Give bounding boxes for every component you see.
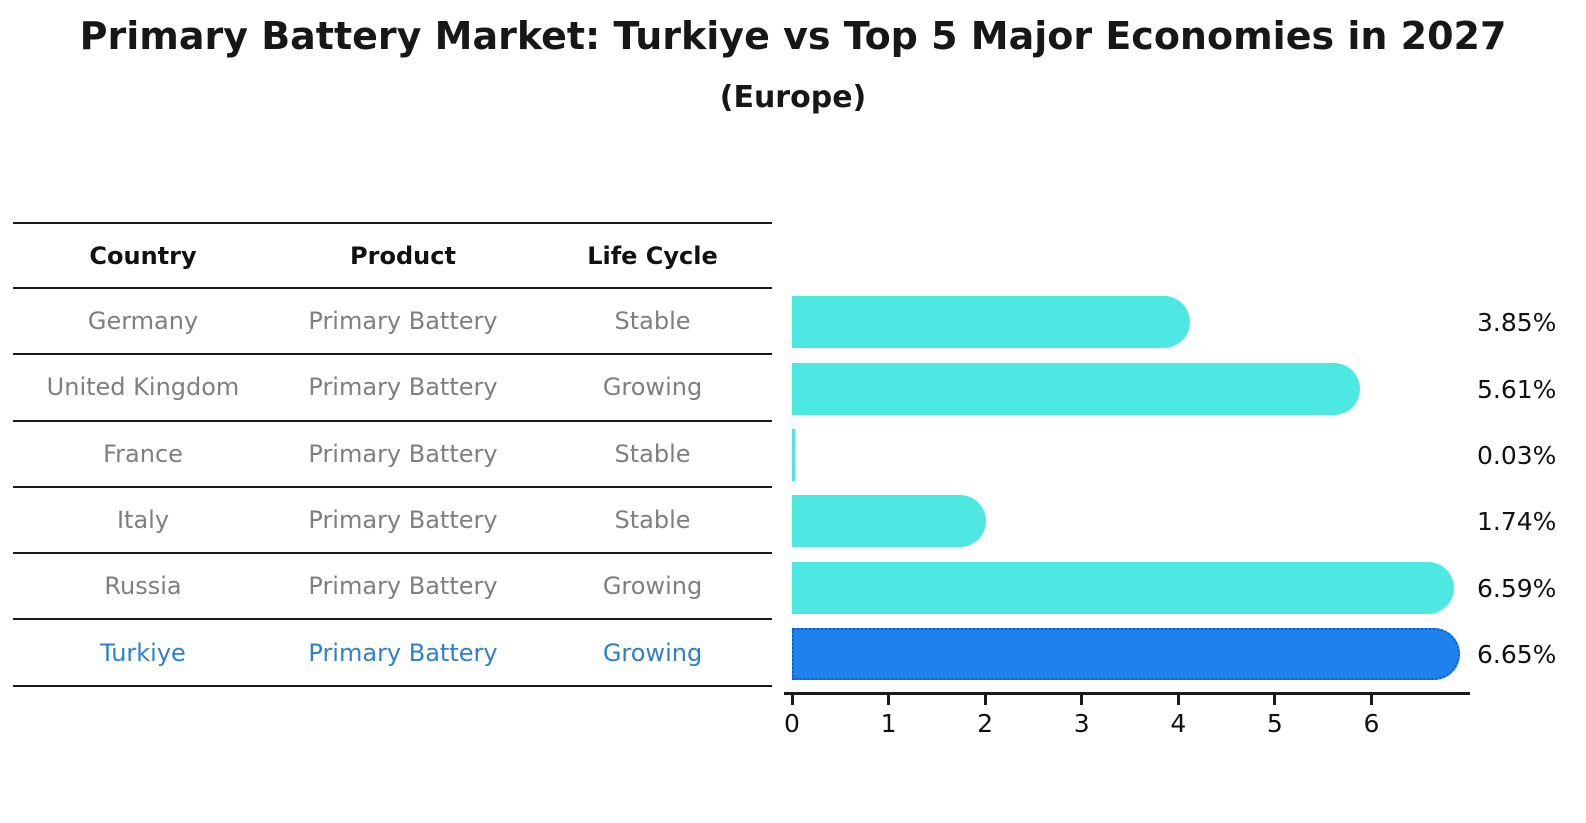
- header-country: Country: [89, 241, 197, 270]
- bar-united-kingdom: [792, 362, 1360, 415]
- bar-italy: [792, 495, 987, 548]
- cell-country: United Kingdom: [46, 373, 240, 402]
- value-label: 5.61%: [1477, 374, 1557, 404]
- x-axis-tick-label: 1: [880, 709, 897, 738]
- x-axis-tick: [1273, 695, 1277, 705]
- x-axis-tick: [1080, 695, 1084, 705]
- table-body: Germany Primary Battery Stable United Ki…: [13, 289, 772, 687]
- cell-product: Primary Battery: [308, 439, 498, 468]
- cell-product: Primary Battery: [308, 506, 498, 535]
- cell-life-cycle: Stable: [614, 439, 691, 468]
- x-axis-tick-label: 3: [1073, 709, 1090, 738]
- cell-product: Primary Battery: [308, 572, 498, 601]
- value-label: 3.85%: [1477, 308, 1557, 338]
- table-row: Turkiye Primary Battery Growing: [13, 620, 772, 687]
- x-axis-tick-label: 5: [1266, 709, 1283, 738]
- value-label: 6.65%: [1477, 639, 1557, 669]
- cell-country: Turkiye: [100, 638, 186, 667]
- table-row: United Kingdom Primary Battery Growing: [13, 355, 772, 422]
- header-life-cycle: Life Cycle: [587, 241, 718, 270]
- x-axis-tick: [1369, 695, 1373, 705]
- cell-life-cycle: Stable: [614, 307, 691, 336]
- x-axis-tick-label: 0: [784, 709, 800, 738]
- x-axis-tick: [1176, 695, 1180, 705]
- x-axis-tick: [887, 695, 891, 705]
- table-row: France Primary Battery Stable: [13, 422, 772, 488]
- cell-country: Russia: [104, 572, 182, 601]
- cell-life-cycle: Growing: [602, 572, 703, 601]
- value-label: 0.03%: [1477, 440, 1557, 470]
- bar-france: [792, 428, 795, 481]
- bar-germany: [792, 296, 1190, 349]
- value-label: 6.59%: [1477, 573, 1557, 603]
- cell-country: Germany: [87, 307, 199, 336]
- cell-product: Primary Battery: [308, 307, 498, 336]
- cell-product: Primary Battery: [308, 373, 498, 402]
- cell-life-cycle: Stable: [614, 506, 691, 535]
- header-product: Product: [350, 241, 456, 270]
- value-label: 1.74%: [1477, 507, 1557, 537]
- table-row: Russia Primary Battery Growing: [13, 554, 772, 621]
- chart-subtitle: (Europe): [719, 80, 867, 115]
- bar-russia: [792, 561, 1455, 614]
- x-axis-tick: [790, 695, 794, 705]
- x-axis-tick: [983, 695, 987, 705]
- cell-product: Primary Battery: [308, 638, 498, 667]
- bar-turkiye: [792, 627, 1461, 680]
- x-axis-tick-label: 6: [1363, 709, 1380, 738]
- cell-life-cycle: Growing: [602, 373, 703, 402]
- x-axis-tick-label: 4: [1170, 709, 1187, 738]
- table-row: Italy Primary Battery Stable: [13, 488, 772, 555]
- chart-title: Primary Battery Market: Turkiye vs Top 5…: [79, 14, 1507, 58]
- comparison-table: Country Product Life Cycle Germany Prima…: [13, 222, 772, 687]
- x-axis-tick-label: 2: [977, 709, 994, 738]
- table-header-row: Country Product Life Cycle: [13, 222, 772, 289]
- cell-country: Italy: [116, 506, 170, 535]
- cell-country: France: [103, 439, 183, 468]
- table-row: Germany Primary Battery Stable: [13, 289, 772, 356]
- x-axis: [784, 692, 1470, 695]
- cell-life-cycle: Growing: [602, 638, 703, 667]
